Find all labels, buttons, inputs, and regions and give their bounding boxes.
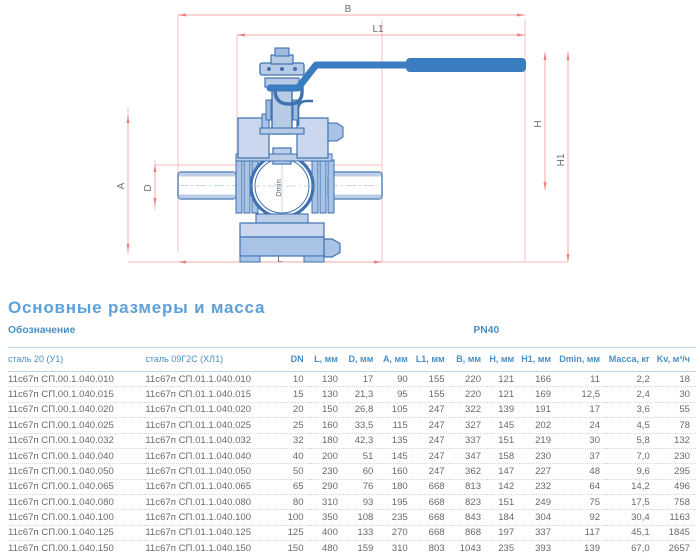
svg-text:H1: H1: [556, 153, 567, 166]
svg-text:B: B: [345, 4, 352, 15]
svg-text:D: D: [143, 184, 154, 191]
svg-text:L1: L1: [372, 24, 384, 35]
svg-text:L: L: [277, 254, 283, 265]
svg-text:Dmin: Dmin: [274, 179, 283, 197]
svg-text:H: H: [533, 120, 544, 127]
svg-text:A: A: [116, 182, 127, 189]
